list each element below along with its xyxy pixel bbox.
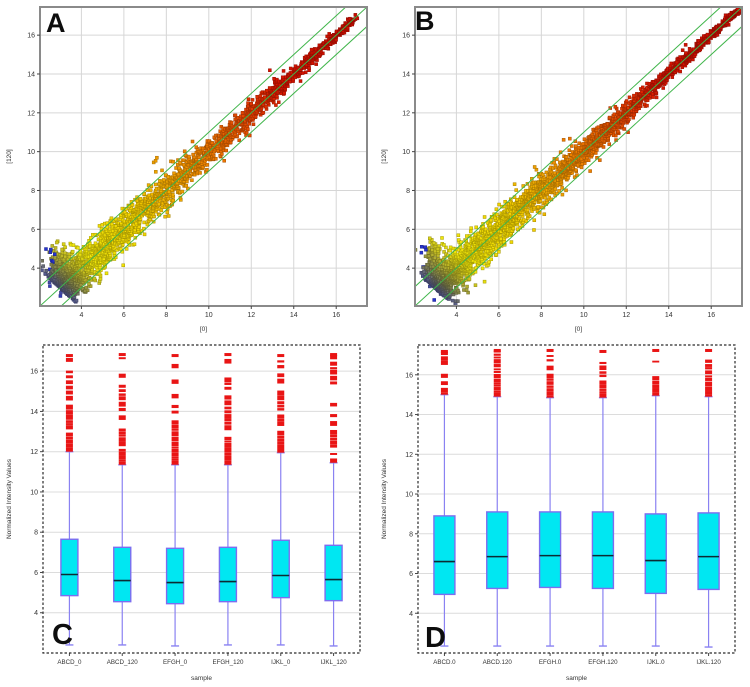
panel-label-c: C [52,619,73,651]
box-plot-d: ABCD.0 ABCD.120 EFGH.0 EFGH.120 IJKL.0 IJKL.1… [375,340,750,687]
svg-text:[0]: [0] [200,326,207,333]
svg-text:6: 6 [31,227,35,234]
svg-text:8: 8 [164,312,168,319]
svg-text:[120]: [120] [6,149,13,164]
svg-text:8: 8 [31,188,35,195]
panel-a: 4 6 8 10 12 14 16 4 6 8 10 12 14 16 [0] [120] A [0,0,375,340]
box-plot-c: ABCD_0 ABCD_120 EFGH_0 EFGH_120 IJKL_0 IJKL_1… [0,340,375,687]
svg-text:16: 16 [27,33,35,40]
svg-text:4: 4 [31,266,35,273]
panel-label-d: D [425,622,446,654]
svg-text:12: 12 [27,110,35,117]
svg-text:6: 6 [122,312,126,319]
svg-text:14: 14 [27,71,35,78]
panel-b: 4 6 8 10 12 14 16 4 6 8 10 12 14 16 [0] [120] B [375,0,750,340]
panel-label-a: A [46,8,66,38]
svg-text:12: 12 [247,312,255,319]
panel-c: ABCD_0 ABCD_120 EFGH_0 EFGH_120 IJKL_0 IJKL_1… [0,340,375,687]
svg-text:14: 14 [290,312,298,319]
panel-label-b: B [415,6,435,36]
svg-text:4: 4 [79,312,83,319]
svg-text:16: 16 [332,312,340,319]
svg-text:10: 10 [205,312,213,319]
svg-text:10: 10 [27,149,35,156]
panel-d: ABCD.0 ABCD.120 EFGH.0 EFGH.120 IJKL.0 IJKL.1… [375,340,750,687]
scatter-plot-a: 4 6 8 10 12 14 16 4 6 8 10 12 14 16 [0] [120] [0,0,375,340]
